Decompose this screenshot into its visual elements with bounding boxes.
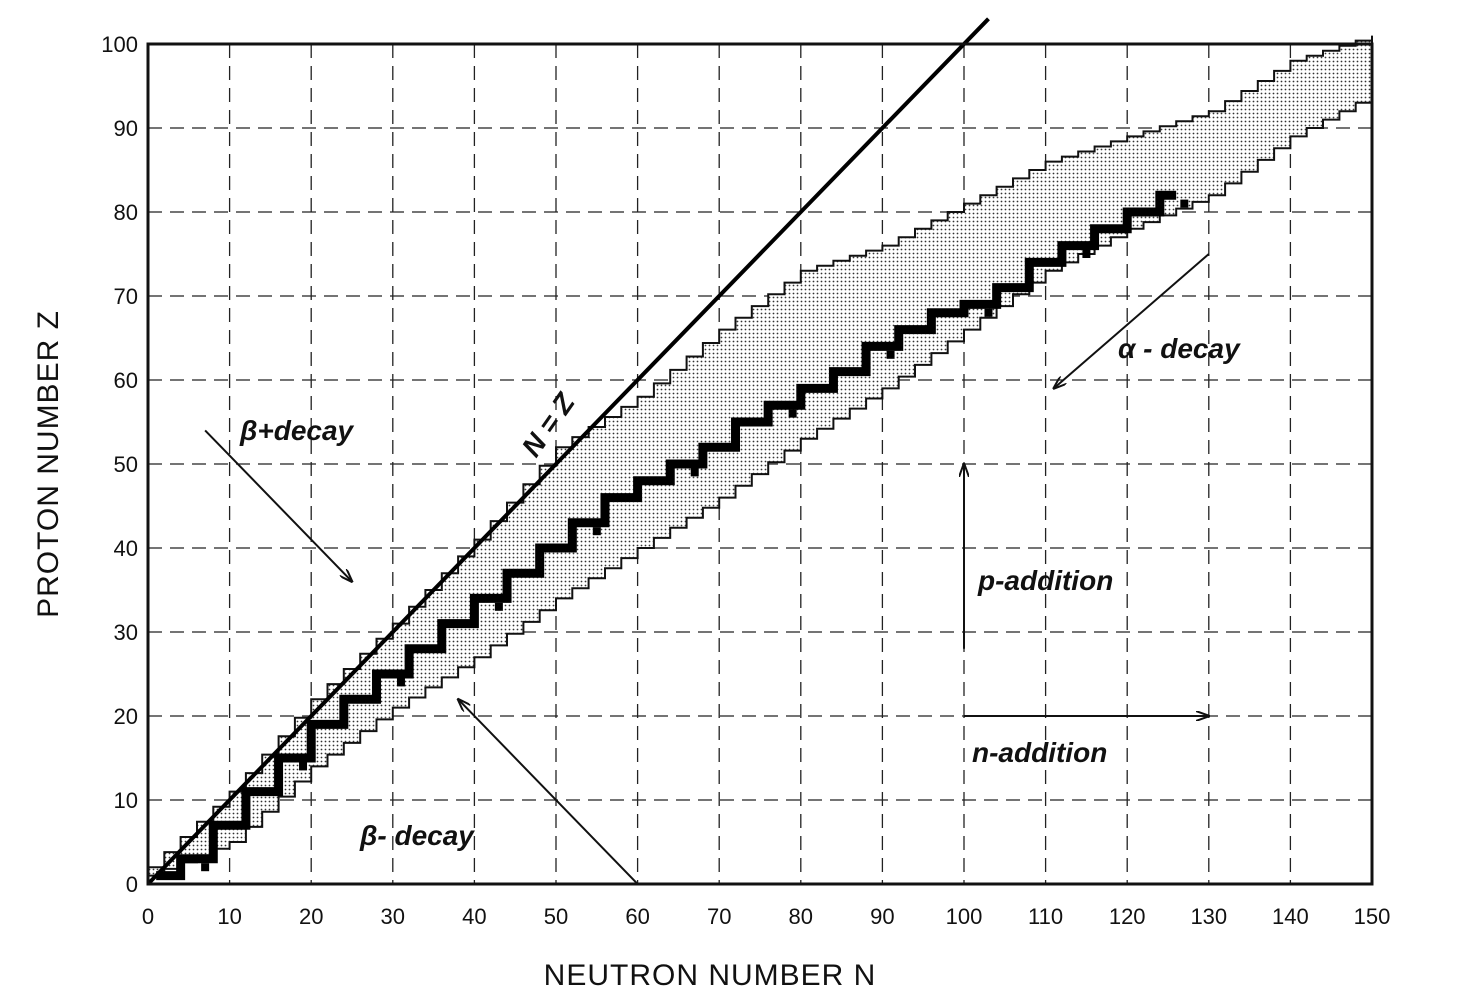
stable-nuclide-point [494, 602, 503, 611]
annotation-arrow [204, 429, 352, 581]
x-tick-label: 130 [1190, 904, 1227, 929]
stable-nuclide-point [396, 678, 405, 687]
x-tick-label: 150 [1354, 904, 1391, 929]
stable-nuclide-point [886, 350, 895, 359]
annotation-arrow [458, 699, 639, 885]
x-tick-label: 40 [462, 904, 486, 929]
x-axis-title: NEUTRON NUMBER N [544, 959, 877, 992]
stable-nuclide-point [690, 468, 699, 477]
y-tick-label: 30 [114, 620, 138, 645]
x-tick-label: 30 [381, 904, 405, 929]
x-tick-label: 0 [142, 904, 154, 929]
stable-nuclide-staircase [156, 190, 1177, 881]
x-tick-label: 90 [870, 904, 894, 929]
x-tick-label: 60 [625, 904, 649, 929]
stable-nuclide-point [1180, 199, 1189, 208]
x-tick-label: 140 [1272, 904, 1309, 929]
stable-nuclide-point [592, 527, 601, 536]
annotation-label: β- decay [359, 820, 475, 851]
stable-nuclides [156, 190, 1189, 881]
y-tick-label: 20 [114, 704, 138, 729]
stable-nuclide-point [1082, 250, 1091, 258]
y-tick-label: 10 [114, 788, 138, 813]
y-tick-label: 60 [114, 368, 138, 393]
stable-nuclide-point [201, 863, 210, 872]
n-equals-z-line [146, 17, 990, 886]
y-tick-label: 90 [114, 116, 138, 141]
y-axis-title: PROTON NUMBER Z [32, 310, 65, 618]
x-tick-label: 50 [544, 904, 568, 929]
x-tick-label: 20 [299, 904, 323, 929]
n-equals-z-line [146, 17, 990, 886]
annotation-label: p-addition [977, 565, 1113, 596]
x-tick-label: 120 [1109, 904, 1146, 929]
stable-nuclide-point [788, 409, 797, 418]
stable-nuclide-point [984, 308, 993, 317]
annotation-label: β+decay [239, 415, 355, 446]
decay-annotations: β+decay β- decay α - decay p-addition n-addi… [204, 253, 1241, 885]
x-tick-labels: 0 10 20 30 40 50 60 70 80 90 100 110 120 130 140 150 [142, 904, 1390, 929]
y-tick-label: 100 [101, 32, 138, 57]
annotation-arrow [1054, 253, 1210, 388]
stable-nuclide-point [299, 762, 308, 771]
x-tick-label: 100 [946, 904, 983, 929]
plot-frame [146, 42, 1374, 886]
x-tick-label: 70 [707, 904, 731, 929]
y-tick-label: 70 [114, 284, 138, 309]
y-tick-labels: 0 10 20 30 40 50 60 70 80 90 100 [101, 32, 138, 897]
nuclide-band [147, 35, 1373, 877]
y-tick-label: 0 [126, 872, 138, 897]
y-tick-label: 50 [114, 452, 138, 477]
y-tick-label: 80 [114, 200, 138, 225]
known-nuclides-band [147, 35, 1373, 877]
annotation-label: n-addition [972, 737, 1107, 768]
y-tick-label: 40 [114, 536, 138, 561]
annotation-label: α - decay [1118, 333, 1241, 364]
x-tick-label: 10 [217, 904, 241, 929]
x-tick-label: 80 [789, 904, 813, 929]
x-tick-label: 110 [1028, 904, 1063, 929]
